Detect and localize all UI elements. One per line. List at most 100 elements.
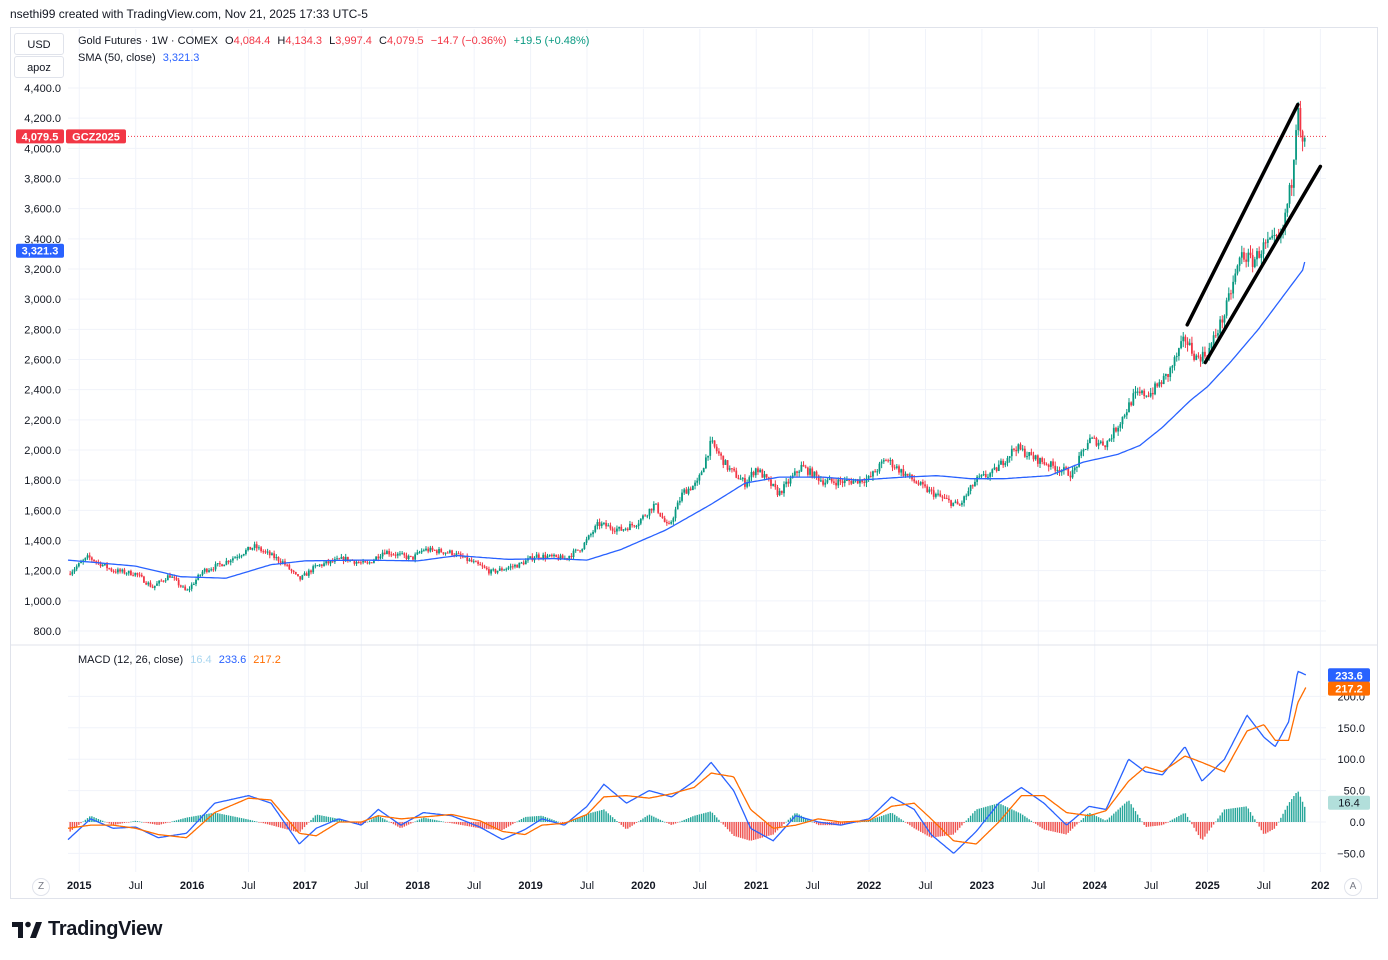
macd-histogram-bar <box>75 822 78 827</box>
macd-histogram-bar <box>724 822 727 827</box>
macd-histogram-bar <box>529 816 531 822</box>
macd-histogram-bar <box>1006 807 1009 822</box>
candle-body <box>149 582 152 587</box>
candle-body <box>746 482 749 487</box>
macd-histogram-bar <box>1097 817 1100 822</box>
macd-histogram-bar <box>190 816 193 822</box>
candle-body <box>945 498 948 500</box>
macd-histogram-bar <box>896 816 898 822</box>
sma-legend[interactable]: SMA (50, close) 3,321.3 <box>78 52 203 64</box>
macd-histogram-bar <box>444 822 447 823</box>
unit-button[interactable]: apoz <box>14 56 64 78</box>
candle-body <box>1080 451 1083 456</box>
macd-histogram-bar <box>1058 822 1061 834</box>
macd-histogram-bar <box>603 809 605 822</box>
candle-body <box>212 569 215 571</box>
macd-histogram-bar <box>663 821 666 823</box>
macd-histogram-bar <box>405 822 408 826</box>
macd-histogram-bar <box>713 815 716 822</box>
macd-histogram-bar <box>95 818 97 822</box>
currency-button[interactable]: USD <box>14 33 64 55</box>
price-axis-tick: 1,000.0 <box>24 596 61 608</box>
macd-histogram-bar <box>431 819 434 822</box>
macd-histogram-bar <box>998 803 1000 822</box>
macd-histogram-bar <box>123 822 126 823</box>
candle-body <box>991 469 994 474</box>
candle-body <box>648 508 651 516</box>
auto-scale-left-button[interactable]: Z <box>32 878 50 896</box>
price-axis-tick: 2,800.0 <box>24 324 61 336</box>
macd-histogram-bar <box>436 820 438 822</box>
macd-histogram-bar <box>1106 819 1108 822</box>
candle-body <box>759 469 762 473</box>
time-axis-tick: 2016 <box>180 880 204 892</box>
candle-body <box>698 475 701 481</box>
macd-histogram-bar <box>318 815 321 822</box>
candle-body <box>297 574 299 577</box>
candle-body <box>665 521 668 524</box>
macd-histogram-bar <box>703 813 705 822</box>
candle-body <box>1232 281 1235 294</box>
macd-histogram-bar <box>169 822 171 823</box>
candle-body <box>1171 365 1174 368</box>
macd-histogram-bar <box>978 808 980 822</box>
chart-frame[interactable] <box>10 27 1378 899</box>
macd-histogram-bar <box>1034 822 1037 824</box>
candle-body <box>1186 341 1189 346</box>
candle-body <box>633 525 636 527</box>
macd-histogram-bar <box>633 822 635 825</box>
price-axis-tick: 4,400.0 <box>24 83 61 95</box>
macd-histogram-bar <box>214 812 217 822</box>
candle-body <box>748 477 751 483</box>
macd-histogram-bar <box>184 817 186 822</box>
macd-histogram-bar <box>384 819 386 822</box>
macd-histogram-bar <box>260 822 262 823</box>
symbol-title[interactable]: Gold Futures · 1W · COMEX <box>78 35 218 47</box>
candle-body <box>600 523 603 526</box>
candle-body <box>1030 452 1033 456</box>
candle-body <box>518 562 521 568</box>
candle-body <box>1292 159 1295 188</box>
macd-histogram-bar <box>381 818 384 822</box>
candle-body <box>301 575 304 580</box>
candle-body <box>368 562 371 564</box>
price-axis-tick: 3,800.0 <box>24 174 61 186</box>
candle-body <box>93 559 95 562</box>
macd-histogram-bar <box>622 822 625 827</box>
tradingview-logo[interactable]: TradingView <box>12 918 162 941</box>
macd-histogram-bar <box>683 819 685 822</box>
macd-histogram-bar <box>1145 822 1148 827</box>
candle-body <box>898 466 900 473</box>
macd-histogram-bar <box>486 822 488 829</box>
candle-body <box>941 496 944 498</box>
macd-histogram-bar <box>425 818 427 822</box>
macd-legend[interactable]: MACD (12, 26, close) 16.4 233.6 217.2 <box>78 654 285 666</box>
macd-histogram-bar <box>802 816 805 822</box>
candle-body <box>618 526 621 529</box>
candle-body <box>980 474 983 477</box>
tradingview-logo-icon <box>12 921 42 938</box>
macd-histogram-bar <box>282 822 284 829</box>
candle-body <box>509 566 512 568</box>
candle-body <box>136 572 139 575</box>
candle-body <box>891 460 894 468</box>
candle-body <box>913 479 916 482</box>
macd-histogram-bar <box>904 822 907 823</box>
macd-histogram-bar <box>514 822 516 823</box>
candle-body <box>307 570 310 576</box>
sma-badge-bg <box>16 243 64 258</box>
candle-body <box>405 555 408 559</box>
candle-body <box>451 550 453 555</box>
candle-body <box>1136 391 1139 393</box>
macd-histogram-bar <box>922 822 924 834</box>
macd-histogram-bar <box>885 814 887 822</box>
macd-histogram-bar <box>273 822 275 826</box>
candle-body <box>704 457 707 469</box>
macd-histogram-bar <box>119 822 121 824</box>
candle-body <box>700 472 703 476</box>
auto-scale-right-button[interactable]: A <box>1344 878 1362 896</box>
candle-body <box>874 471 877 473</box>
candle-body <box>69 573 72 575</box>
macd-histogram-bar <box>1093 815 1095 822</box>
